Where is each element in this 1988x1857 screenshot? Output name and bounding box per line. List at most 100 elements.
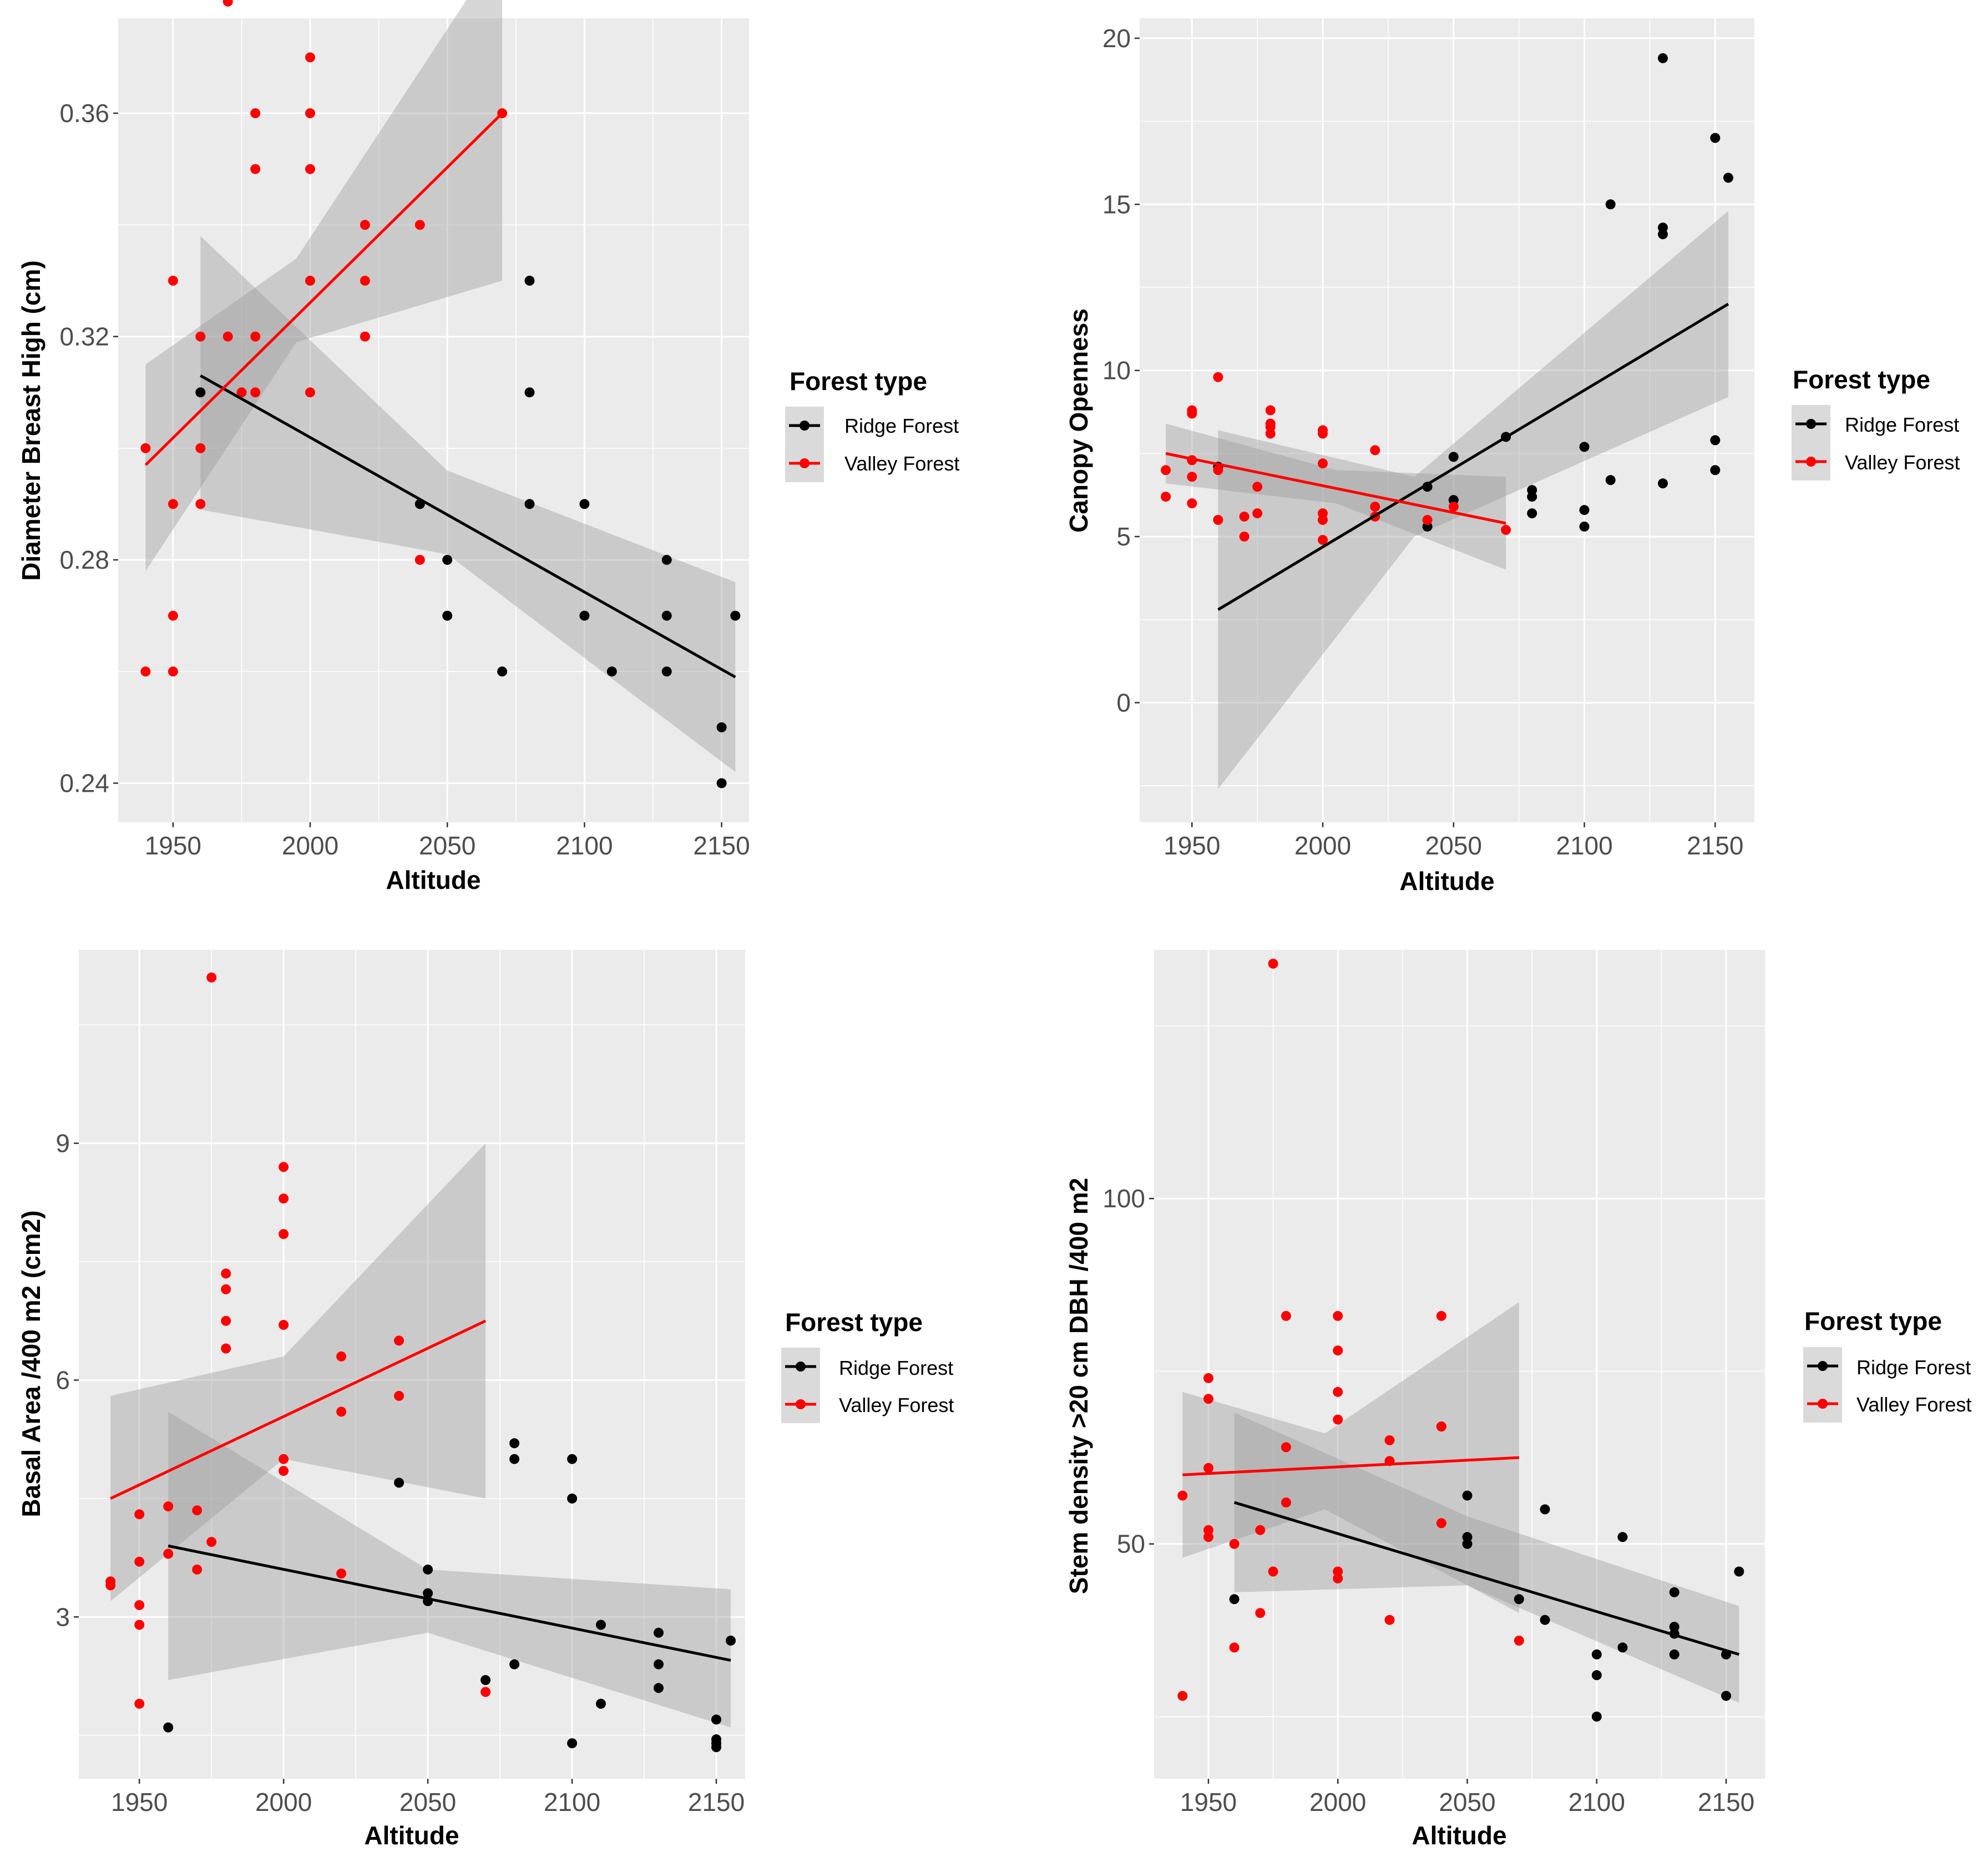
valley-data-point	[168, 499, 178, 509]
ridge-data-point	[661, 555, 672, 565]
valley-data-point	[336, 1568, 347, 1579]
valley-data-point	[1187, 498, 1197, 509]
y-axis-title: Canopy Openness	[1064, 308, 1093, 533]
valley-data-point	[1255, 1525, 1266, 1535]
ridge-data-point	[567, 1493, 578, 1504]
ridge-data-point	[423, 1564, 433, 1575]
valley-data-point	[134, 1600, 145, 1610]
ridge-data-point	[524, 275, 535, 286]
valley-data-point	[1370, 445, 1380, 456]
y-tick-label: 20	[1102, 24, 1131, 53]
ridge-data-point	[1605, 199, 1616, 210]
x-axis-title: Altitude	[364, 1821, 459, 1850]
ridge-confidence-band	[1218, 211, 1728, 790]
valley-data-point	[336, 1351, 347, 1362]
ridge-data-point	[1617, 1532, 1628, 1542]
valley-data-point	[414, 220, 425, 230]
valley-confidence-band	[145, 0, 503, 571]
ridge-data-point	[1658, 229, 1668, 240]
legend-point-ridge	[1818, 1361, 1828, 1371]
valley-data-point	[250, 108, 261, 119]
valley-data-point	[192, 1564, 203, 1575]
valley-data-point	[250, 331, 261, 342]
ridge-data-point	[1658, 478, 1668, 489]
plot-area	[1177, 958, 1744, 1722]
ridge-data-point	[567, 1454, 578, 1464]
valley-data-point	[1384, 1435, 1395, 1445]
legend-point-valley	[1806, 457, 1816, 467]
x-tick-label: 2000	[255, 1788, 312, 1816]
ridge-data-point	[730, 610, 741, 621]
ridge-data-point	[567, 1738, 578, 1748]
ridge-data-point	[1669, 1587, 1680, 1597]
y-tick-label: 9	[55, 1129, 70, 1158]
ridge-confidence-band	[168, 1411, 731, 1728]
valley-data-point	[394, 1335, 404, 1346]
plot-panel-background	[118, 18, 749, 822]
valley-data-point	[1161, 492, 1171, 502]
ridge-data-point	[1591, 1670, 1602, 1681]
valley-data-point	[1448, 502, 1459, 512]
ridge-data-point	[1710, 435, 1721, 446]
x-tick-label: 1950	[1164, 831, 1220, 860]
valley-data-point	[140, 666, 151, 677]
y-tick-label: 5	[1116, 522, 1131, 551]
ridge-data-point	[524, 387, 535, 398]
valley-data-point	[360, 220, 370, 230]
ridge-data-point	[1658, 53, 1668, 63]
legend-label-ridge: Ridge Forest	[1845, 413, 1959, 436]
ridge-data-point	[1617, 1642, 1628, 1653]
ridge-data-point	[1540, 1615, 1550, 1625]
plot-panel-background	[1154, 950, 1765, 1779]
valley-data-point	[336, 1406, 347, 1417]
x-tick-label: 2150	[688, 1788, 745, 1816]
ridge-data-point	[163, 1722, 174, 1733]
legend-title: Forest type	[1804, 1307, 1942, 1335]
valley-data-point	[1203, 1525, 1213, 1535]
valley-data-point	[222, 331, 233, 342]
valley-data-point	[279, 1466, 289, 1476]
valley-data-point	[163, 1549, 174, 1559]
valley-data-point	[1265, 405, 1276, 416]
ridge-data-point	[654, 1659, 664, 1669]
valley-data-point	[1333, 1566, 1343, 1577]
ridge-fit-line	[200, 374, 736, 679]
valley-fit-line	[1182, 1456, 1519, 1476]
ridge-data-point	[1669, 1622, 1680, 1632]
ridge-data-point	[711, 1714, 721, 1725]
valley-data-point	[1318, 428, 1328, 439]
x-tick-label: 1950	[145, 831, 201, 860]
x-tick-label: 1950	[111, 1788, 168, 1816]
chart-panel-stem: Altitude Stem density >20 cm DBH /400 m2…	[1064, 950, 1971, 1850]
valley-data-point	[1318, 535, 1328, 545]
valley-data-point	[279, 1454, 289, 1464]
valley-data-point	[1436, 1421, 1446, 1432]
legend-label-valley: Valley Forest	[839, 1394, 954, 1416]
valley-data-point	[192, 1505, 203, 1516]
valley-data-point	[168, 610, 178, 621]
ridge-data-point	[394, 1477, 404, 1488]
x-tick-label: 1950	[1180, 1788, 1237, 1816]
ridge-data-point	[1669, 1649, 1680, 1659]
ridge-data-point	[1229, 1594, 1240, 1605]
x-tick-label: 2150	[1698, 1788, 1754, 1816]
valley-data-point	[305, 52, 315, 63]
ridge-data-point	[716, 778, 727, 788]
valley-confidence-band	[1182, 1302, 1519, 1613]
x-tick-label: 2150	[1687, 831, 1743, 860]
valley-data-point	[163, 1501, 174, 1512]
valley-data-point	[279, 1319, 289, 1330]
ridge-fit-line	[1217, 302, 1729, 611]
valley-data-point	[1161, 465, 1171, 475]
valley-data-point	[1333, 1345, 1343, 1356]
chart-panel-dbh: Altitude Diameter Breast High (cm) Fores…	[17, 0, 959, 894]
valley-data-point	[250, 164, 261, 174]
ridge-data-point	[480, 1675, 491, 1686]
ridge-data-point	[1579, 522, 1590, 532]
ridge-data-point	[1448, 452, 1459, 462]
valley-data-point	[1229, 1642, 1240, 1653]
y-axis-title: Diameter Breast High (cm)	[17, 260, 45, 581]
ridge-data-point	[1710, 465, 1721, 475]
legend-point-valley	[796, 1399, 806, 1409]
ridge-data-point	[661, 666, 672, 677]
